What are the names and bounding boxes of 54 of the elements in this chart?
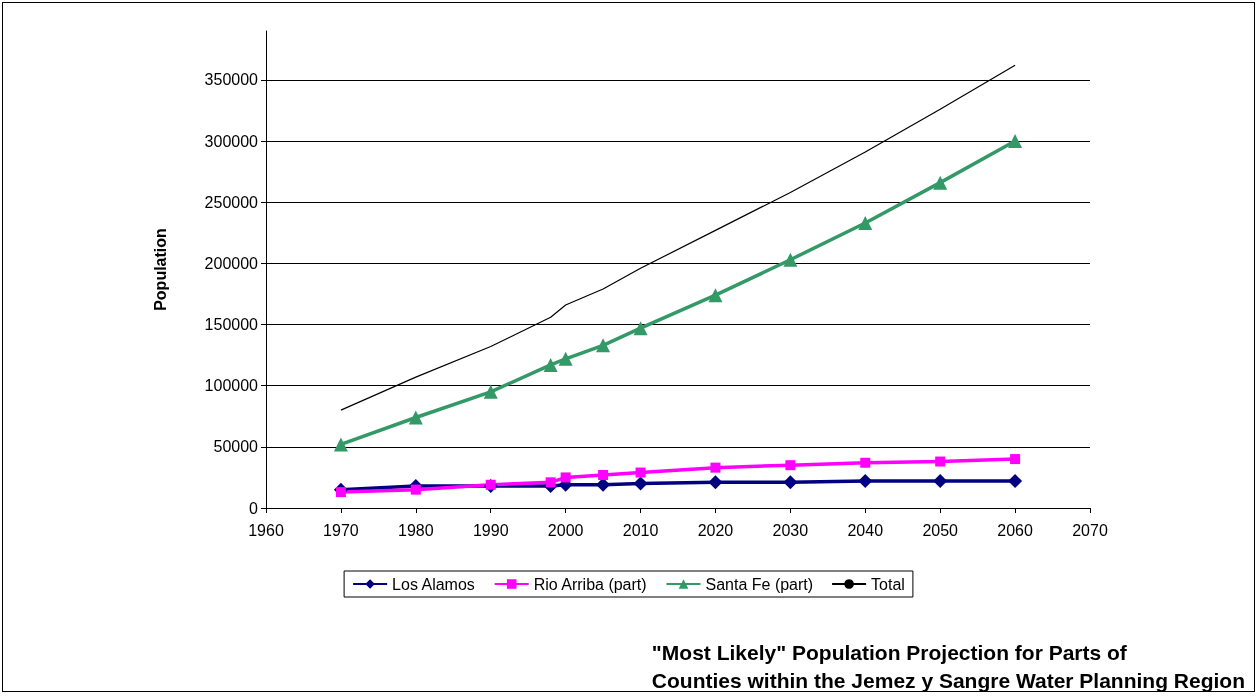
point <box>710 462 721 473</box>
x-tick-label: 1970 <box>323 521 359 539</box>
point <box>708 475 723 490</box>
x-tick-label: 1980 <box>398 521 434 539</box>
point <box>633 476 648 491</box>
y-tick-label: 0 <box>249 499 259 517</box>
x-tick-label: 2020 <box>697 521 734 539</box>
point <box>783 252 798 267</box>
legend-label: Los Alamos <box>392 575 475 593</box>
legend-label: Rio Arriba (part) <box>533 575 647 593</box>
point <box>483 384 498 399</box>
y-tick-label: 250000 <box>204 193 259 211</box>
legend-label: Santa Fe (part) <box>705 575 814 593</box>
point <box>708 288 723 303</box>
x-tick-label: 2070 <box>1072 521 1108 539</box>
point <box>335 487 346 498</box>
point <box>598 469 609 480</box>
point <box>933 474 948 489</box>
point <box>783 475 798 490</box>
point <box>858 216 873 231</box>
point <box>1008 474 1023 489</box>
point <box>785 460 796 471</box>
y-tick-label: 150000 <box>204 316 259 334</box>
point <box>635 467 646 478</box>
point <box>543 357 558 372</box>
point <box>560 472 571 483</box>
y-tick-label: 300000 <box>204 132 259 150</box>
x-tick-label: 1960 <box>248 521 284 539</box>
y-tick-label: 200000 <box>204 254 259 272</box>
point <box>410 484 421 495</box>
legend-label: Total <box>871 575 905 593</box>
x-tick-label: 1990 <box>472 521 509 539</box>
point <box>1008 134 1023 149</box>
point <box>333 437 348 452</box>
point <box>408 410 423 425</box>
y-tick-label: 100000 <box>204 377 259 395</box>
point <box>596 338 611 353</box>
y-tick-label: 50000 <box>213 438 259 456</box>
y-tick-label: 350000 <box>204 71 259 89</box>
x-tick-label: 2030 <box>772 521 809 539</box>
point <box>545 477 556 488</box>
x-tick-label: 2040 <box>847 521 884 539</box>
x-tick-label: 2060 <box>997 521 1033 539</box>
point <box>933 175 948 190</box>
point <box>858 474 873 489</box>
x-tick-label: 2050 <box>922 521 959 539</box>
x-tick-label: 2010 <box>622 521 659 539</box>
point <box>935 456 946 467</box>
x-tick-label: 2000 <box>547 521 584 539</box>
point <box>1010 454 1021 465</box>
point <box>558 351 573 366</box>
y-axis-title: Population <box>151 228 169 311</box>
point <box>633 321 648 336</box>
point <box>860 457 871 468</box>
